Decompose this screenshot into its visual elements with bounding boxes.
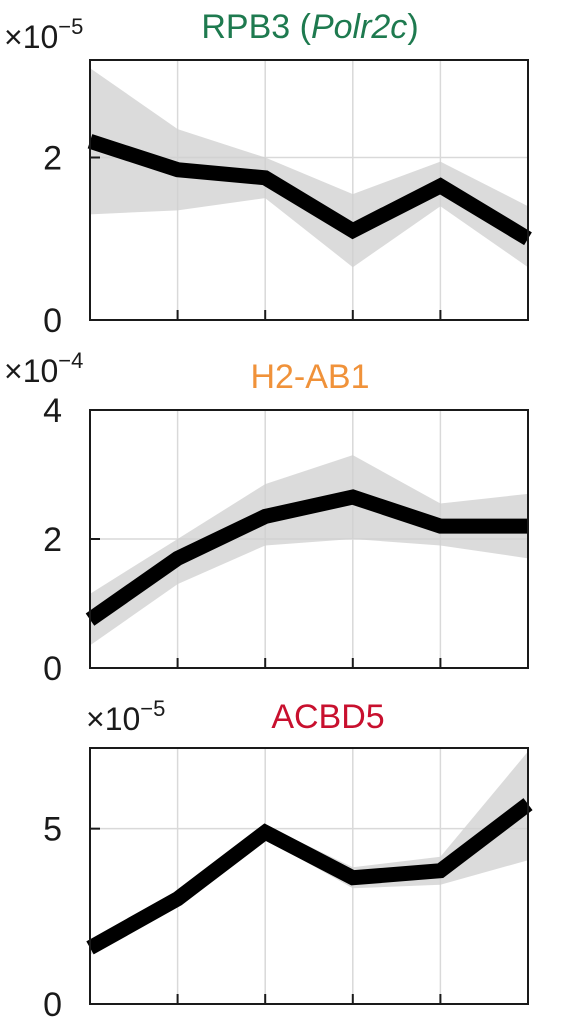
- data-point: [176, 168, 179, 171]
- data-point: [439, 525, 442, 528]
- data-point: [351, 876, 354, 879]
- data-point: [439, 184, 442, 187]
- axis-exponent-label: ×10−4: [4, 348, 83, 389]
- axes-box: [89, 59, 529, 321]
- data-point: [264, 176, 267, 179]
- chart-title: ACBD5: [271, 698, 384, 736]
- axis-exponent-label: ×10−5: [86, 696, 165, 737]
- y-tick-label: 2: [43, 140, 62, 178]
- chart-title: RPB3 (Polr2c): [201, 8, 418, 46]
- confidence-band: [90, 455, 528, 646]
- y-tick-label: 0: [43, 986, 62, 1024]
- series-line: [86, 798, 533, 955]
- data-point: [176, 557, 179, 560]
- data-point: [176, 897, 179, 900]
- confidence-band: [90, 68, 528, 268]
- y-tick-label: 5: [43, 811, 62, 849]
- y-tick-label: 0: [43, 650, 62, 688]
- chart-panel-1: 0 2 ×10−5 RPB3 (Polr2c): [4, 8, 532, 340]
- series-line: [85, 489, 528, 626]
- y-tick-label: 4: [43, 392, 62, 430]
- chart-panel-3: 0 5 ×10−5 ACBD5: [43, 696, 533, 1024]
- data-point: [351, 496, 354, 499]
- y-tick-label: 0: [43, 302, 62, 340]
- chart-panel-2: 0 2 4×10−4 H2-AB1: [4, 348, 529, 688]
- chart-title: H2-AB1: [250, 358, 369, 396]
- data-point: [264, 515, 267, 518]
- axis-exponent-label: ×10−5: [4, 14, 83, 55]
- data-point: [439, 869, 442, 872]
- y-tick-label: 2: [43, 521, 62, 559]
- axes-box: [89, 747, 529, 1005]
- data-point: [264, 831, 267, 834]
- series-line: [87, 134, 532, 246]
- data-point: [351, 229, 354, 232]
